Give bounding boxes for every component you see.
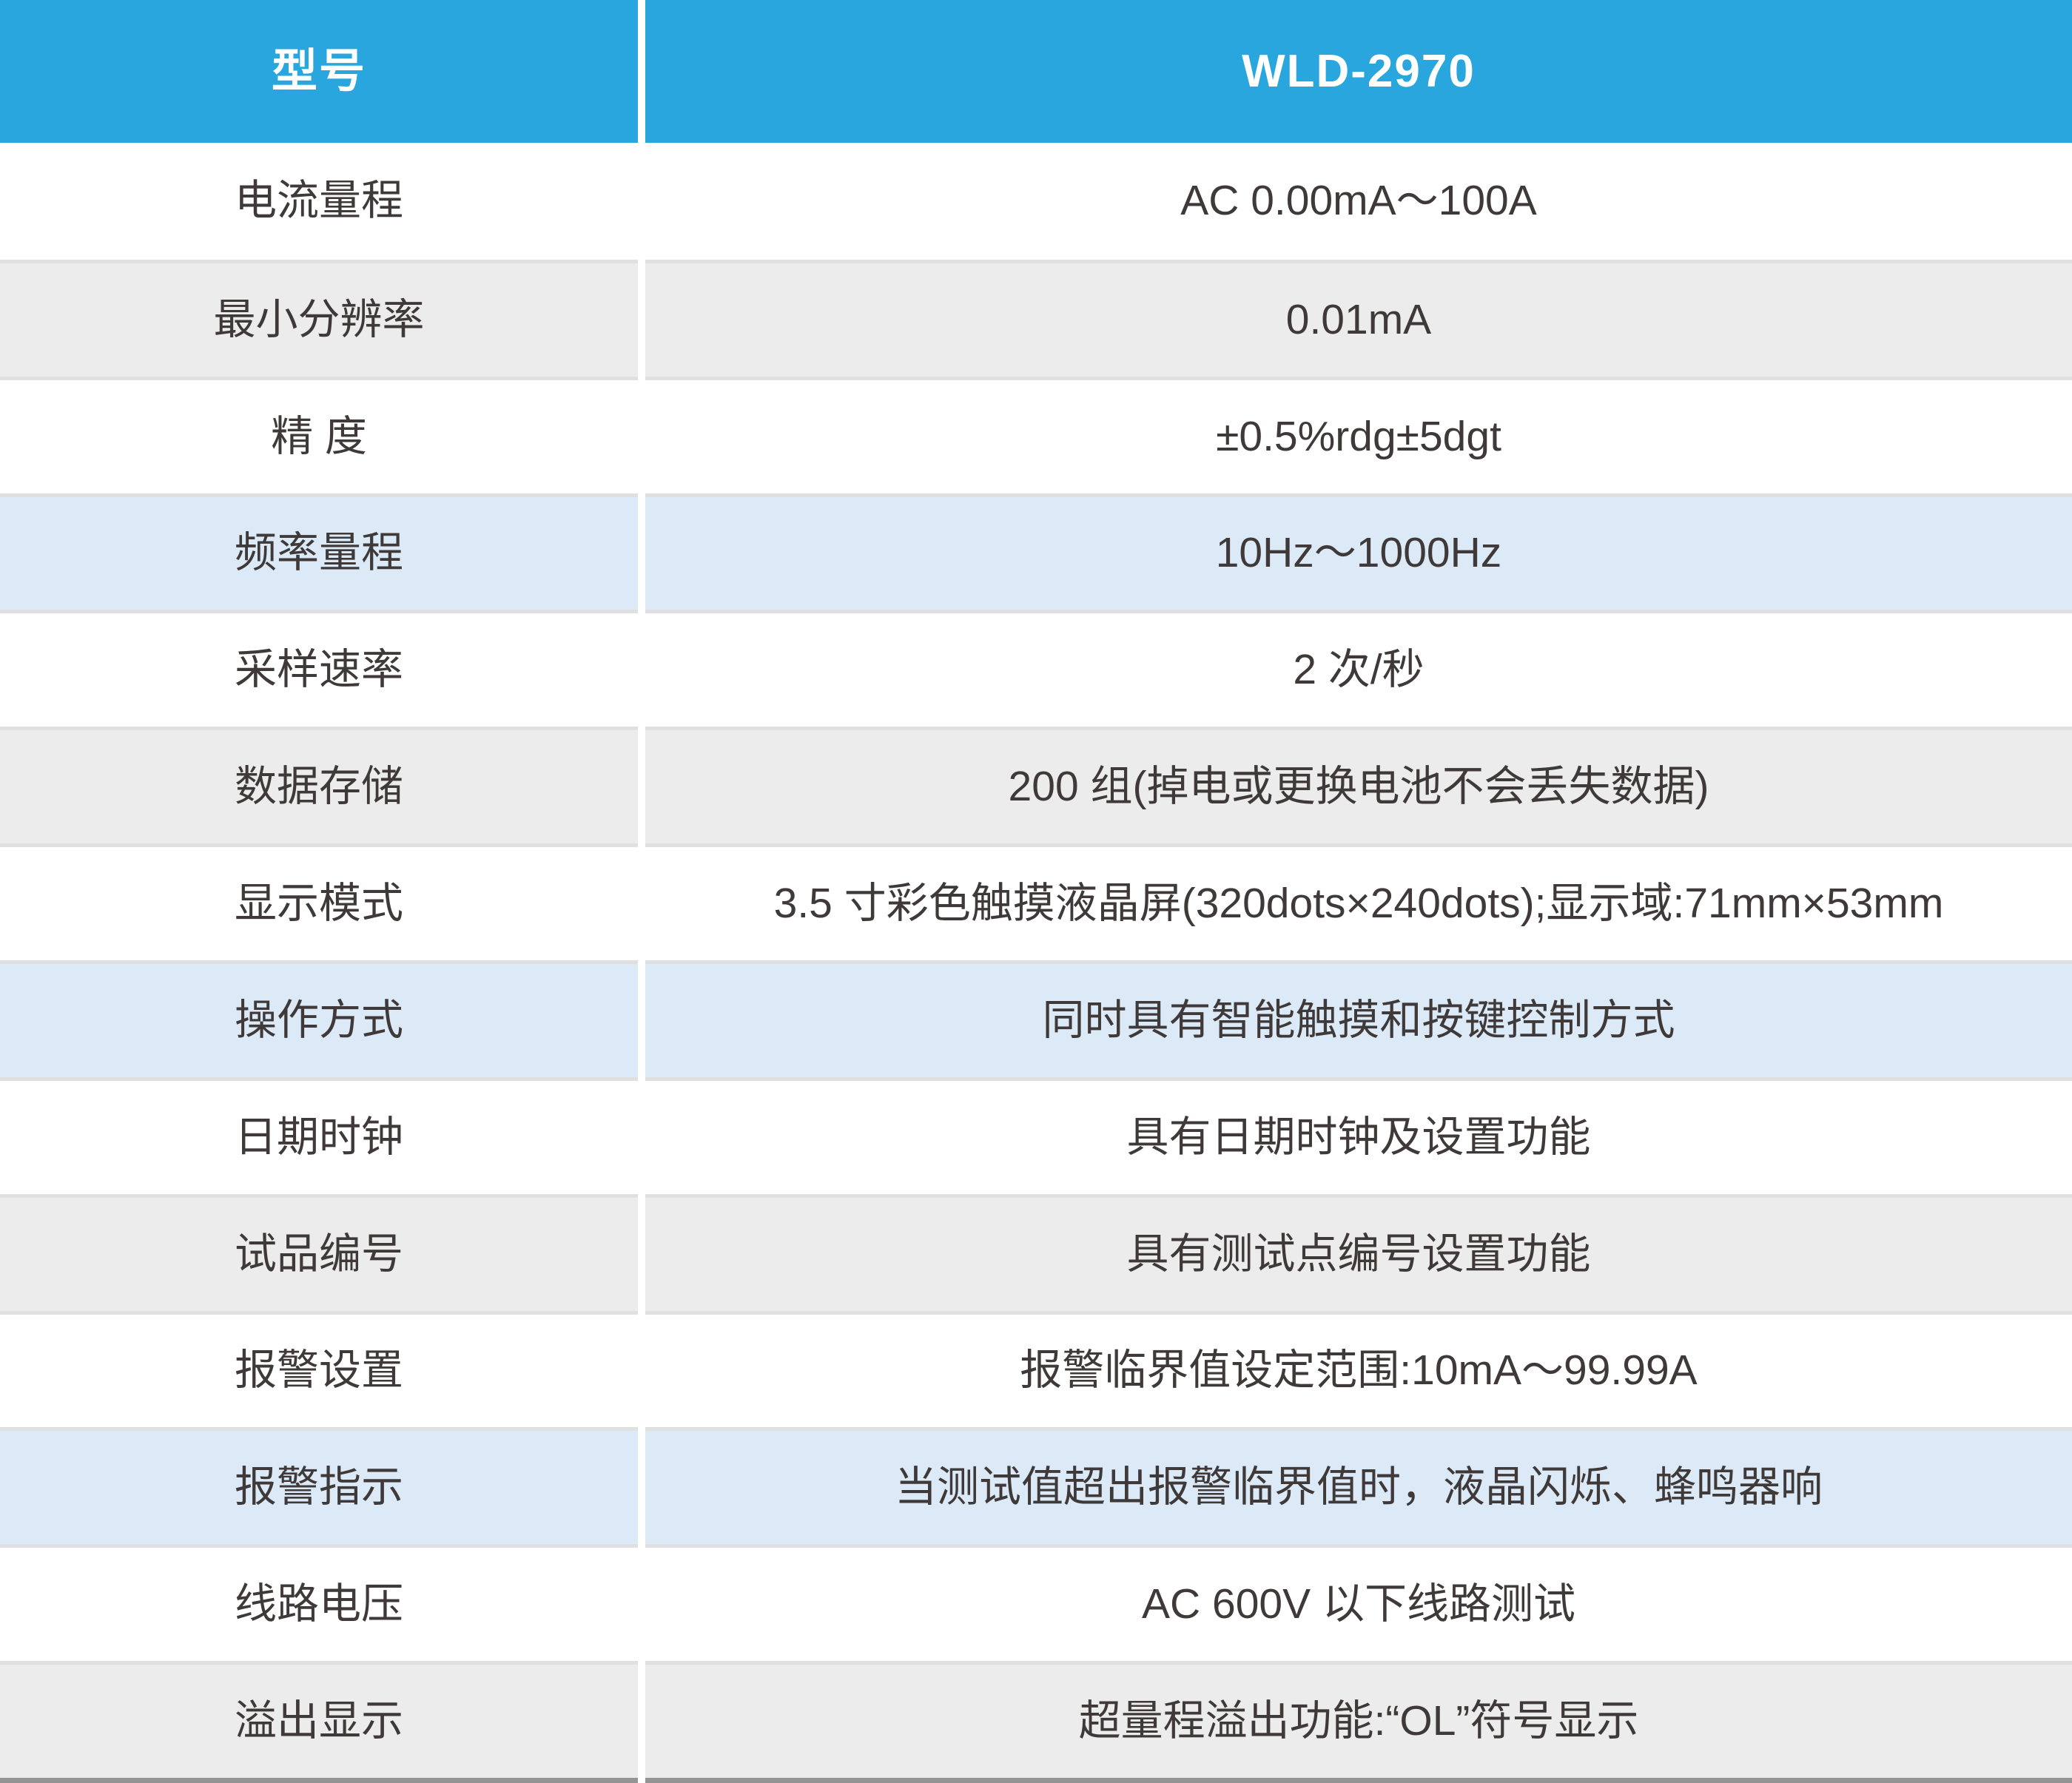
spec-label-cell: 试品编号 (0, 1193, 638, 1311)
spec-row: 频率量程 10Hz～1000Hz (0, 493, 2072, 610)
spec-value-cell: 具有日期时钟及设置功能 (645, 1076, 2072, 1194)
spec-label-cell: 最小分辨率 (0, 259, 638, 377)
spec-label-cell: 报警设置 (0, 1310, 638, 1428)
model-number-cell: WLD-2970 (645, 0, 2072, 143)
spec-value-cell: 超量程溢出功能:“OL”符号显示 (645, 1661, 2072, 1779)
spec-label-cell: 电流量程 (0, 143, 638, 260)
spec-row: 操作方式 同时具有智能触摸和按键控制方式 (0, 960, 2072, 1077)
spec-row: 报警设置 报警临界值设定范围:10mA～99.99A (0, 1310, 2072, 1428)
spec-value-cell: 0.01mA (645, 259, 2072, 377)
spec-label-cell: 数据存储 (0, 727, 638, 844)
spec-row: 日期时钟 具有日期时钟及设置功能 (0, 1076, 2072, 1194)
spec-value-cell: AC 600V 以下线路测试 (645, 1544, 2072, 1662)
spec-row: 线路电压 AC 600V 以下线路测试 (0, 1544, 2072, 1662)
spec-value-cell: AC 0.00mA～100A (645, 143, 2072, 260)
spec-row: 显示模式 3.5 寸彩色触摸液晶屏(320dots×240dots);显示域:7… (0, 843, 2072, 961)
spec-value-cell: 当测试值超出报警临界值时，液晶闪烁、蜂鸣器响 (645, 1427, 2072, 1545)
spec-value-cell: 具有测试点编号设置功能 (645, 1193, 2072, 1311)
spec-value-cell: 2 次/秒 (645, 610, 2072, 727)
bottom-edge-right (645, 1778, 2072, 1783)
spec-value-cell: 10Hz～1000Hz (645, 493, 2072, 610)
spec-label-cell: 线路电压 (0, 1544, 638, 1662)
spec-rows: 电流量程 AC 0.00mA～100A 最小分辨率 0.01mA 精 度 ±0.… (0, 143, 2072, 1779)
spec-row: 最小分辨率 0.01mA (0, 259, 2072, 377)
table-bottom-edge (0, 1778, 2072, 1783)
spec-label-cell: 精 度 (0, 376, 638, 493)
spec-label-cell: 采样速率 (0, 610, 638, 727)
spec-label-cell: 报警指示 (0, 1427, 638, 1545)
spec-value-cell: 3.5 寸彩色触摸液晶屏(320dots×240dots);显示域:71mm×5… (645, 843, 2072, 961)
spec-label-cell: 溢出显示 (0, 1661, 638, 1779)
spec-row: 采样速率 2 次/秒 (0, 610, 2072, 727)
spec-row: 精 度 ±0.5%rdg±5dgt (0, 376, 2072, 493)
spec-label-cell: 显示模式 (0, 843, 638, 961)
spec-label-cell: 频率量程 (0, 493, 638, 610)
spec-value-cell: 同时具有智能触摸和按键控制方式 (645, 960, 2072, 1077)
spec-value-cell: ±0.5%rdg±5dgt (645, 376, 2072, 493)
spec-row: 溢出显示 超量程溢出功能:“OL”符号显示 (0, 1661, 2072, 1779)
spec-row: 数据存储 200 组(掉电或更换电池不会丢失数据) (0, 727, 2072, 844)
spec-label-cell: 日期时钟 (0, 1076, 638, 1194)
table-header-row: 型号 WLD-2970 (0, 0, 2072, 143)
spec-row: 试品编号 具有测试点编号设置功能 (0, 1193, 2072, 1311)
spec-row: 电流量程 AC 0.00mA～100A (0, 143, 2072, 260)
bottom-edge-left (0, 1778, 638, 1783)
model-header-cell: 型号 (0, 0, 638, 143)
spec-row: 报警指示 当测试值超出报警临界值时，液晶闪烁、蜂鸣器响 (0, 1427, 2072, 1545)
spec-value-cell: 200 组(掉电或更换电池不会丢失数据) (645, 727, 2072, 844)
spec-label-cell: 操作方式 (0, 960, 638, 1077)
spec-value-cell: 报警临界值设定范围:10mA～99.99A (645, 1310, 2072, 1428)
